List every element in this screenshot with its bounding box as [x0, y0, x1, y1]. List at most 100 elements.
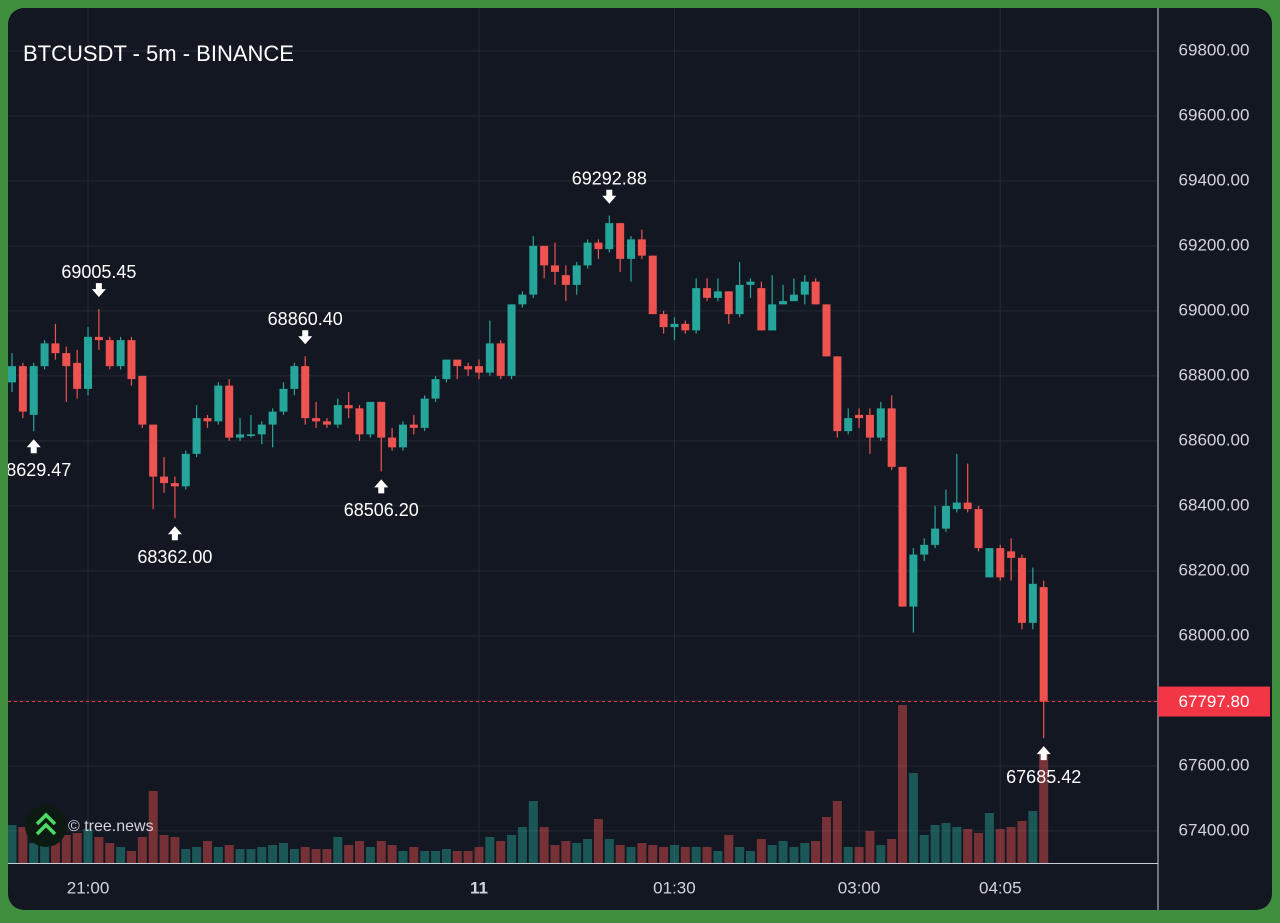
volume-bar [170, 837, 180, 863]
candle-body [40, 343, 49, 367]
volume-bar [724, 835, 734, 863]
candle-body [496, 343, 505, 376]
price-tag [1158, 686, 1270, 717]
panel [8, 8, 1272, 910]
volume-bar [637, 843, 647, 863]
candle-body [713, 291, 722, 298]
candle-body [62, 353, 71, 367]
candle-body [822, 304, 831, 357]
logo-chevrons [35, 812, 57, 836]
candle-body [312, 418, 321, 422]
candle-body [920, 544, 929, 555]
annotation-label: 67685.42 [1006, 767, 1081, 787]
candle-body [985, 548, 994, 578]
volume-bar [984, 813, 994, 863]
volume-bar [387, 845, 397, 863]
volume-bar [474, 847, 484, 863]
volume-bar [376, 841, 386, 863]
volume-bar [843, 847, 853, 863]
candle-body [344, 405, 353, 409]
candle-body [181, 453, 190, 487]
volume-bar [409, 847, 419, 863]
volume-bar [279, 843, 288, 863]
volume-bar [1006, 827, 1016, 863]
annotation-label: 68506.20 [344, 500, 419, 520]
volume-bar [463, 851, 473, 863]
candle-body [1007, 551, 1016, 558]
volume-bar [50, 841, 60, 863]
volume-bar [713, 851, 723, 863]
volume-bar [908, 773, 918, 863]
candle-body [236, 434, 245, 438]
candle-body [941, 505, 950, 529]
candle-body [627, 239, 636, 259]
price-tag-label: 67797.80 [1179, 692, 1250, 711]
volume-bar [1039, 753, 1049, 863]
y-tick-label: 67600.00 [1179, 755, 1250, 774]
candle-body [51, 343, 60, 354]
volume-bar [344, 845, 354, 863]
candle-body [898, 466, 907, 607]
x-tick-label: 03:00 [838, 878, 881, 897]
y-tick-label: 67400.00 [1179, 820, 1250, 839]
volume-bar [355, 841, 365, 863]
candle-body [409, 424, 418, 428]
annotation-arrow [26, 439, 41, 454]
x-tick-label: 11 [470, 878, 488, 897]
annotation-arrow [1036, 746, 1051, 761]
volume-bar [745, 851, 755, 863]
candle-body [84, 336, 93, 389]
candle-body [268, 411, 277, 425]
volume-bar [322, 849, 332, 863]
candle-body [572, 265, 581, 285]
annotation-arrow [167, 526, 182, 541]
candle-body [73, 362, 82, 389]
volume-bar [105, 843, 115, 863]
candle-body [442, 359, 451, 380]
candle-body [540, 245, 549, 266]
candle-body [703, 288, 712, 298]
grid [8, 8, 1158, 863]
candle-body [594, 242, 603, 250]
candle-body [659, 314, 668, 328]
candle-body [800, 281, 809, 295]
candle-body [1039, 587, 1048, 702]
volume-bar [615, 845, 625, 863]
volume-bar [224, 845, 234, 863]
volume-bar [941, 823, 951, 863]
volume-bar [702, 847, 712, 863]
candle-body [746, 281, 755, 285]
candle-body [301, 366, 310, 419]
volume-bar [963, 829, 973, 863]
candle-body [909, 554, 918, 607]
volume-bar [1017, 821, 1027, 863]
volume-bar [148, 791, 158, 863]
volume-bar [333, 837, 343, 863]
candle-body [420, 398, 429, 428]
y-tick-label: 68400.00 [1179, 495, 1250, 514]
volume-bar [300, 847, 310, 863]
annotation-label: 68629.47 [0, 460, 71, 480]
volume-bar [40, 845, 50, 863]
candle-body [149, 424, 158, 477]
candle-body [214, 385, 223, 422]
volume-bar [398, 851, 408, 863]
candle-body [29, 366, 38, 415]
volume-bar [669, 845, 679, 863]
volume-bar [789, 847, 799, 863]
volume-bar [854, 847, 864, 863]
annotation-arrow [374, 479, 389, 494]
volume-bar [680, 847, 690, 863]
volume-bar [496, 841, 506, 863]
x-tick-label: 21:00 [67, 878, 110, 897]
candle-body [735, 284, 744, 315]
volume-bar [832, 801, 842, 863]
candle-body [105, 340, 114, 367]
volume-bar [974, 833, 984, 863]
volume-bar [691, 847, 701, 863]
volume-bar [246, 849, 256, 863]
candle-body [431, 379, 440, 399]
volume-bar [159, 835, 169, 863]
